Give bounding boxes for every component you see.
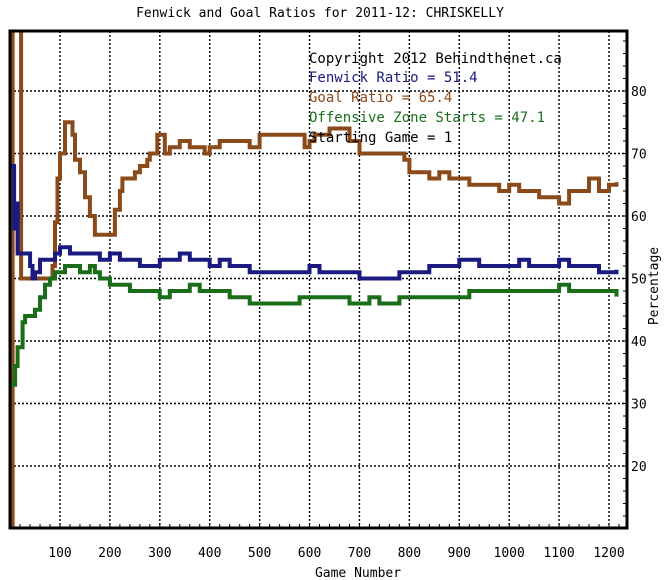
x-tick-label: 1200 (593, 546, 624, 561)
x-axis-ticks: 100 200 300 400 500 600 700 800 900 1000 1100 1200 (48, 546, 624, 561)
annotation-goal-ratio: Goal Ratio = 65.4 (309, 90, 452, 106)
y-tick-label: 60 (631, 210, 647, 225)
y-tick-label: 30 (631, 398, 647, 413)
x-tick-label: 700 (348, 546, 371, 561)
x-tick-label: 400 (198, 546, 221, 561)
series-line-offensive-zone-starts (10, 264, 619, 387)
legend-annotations: Copyright 2012 Behindthenet.ca Fenwick R… (309, 51, 562, 146)
plot-background (10, 31, 627, 528)
x-tick-label: 1000 (494, 546, 525, 561)
x-tick-label: 200 (98, 546, 121, 561)
y-axis-ticks: 20 30 40 50 60 70 80 (631, 85, 647, 475)
y-tick-label: 70 (631, 148, 647, 163)
series-line-fenwick-ratio (10, 164, 619, 281)
series-layer (10, 31, 619, 528)
y-tick-label: 40 (631, 335, 647, 350)
x-tick-label: 100 (48, 546, 71, 561)
x-tick-label: 500 (248, 546, 271, 561)
y-tick-label: 80 (631, 85, 647, 100)
annotation-copyright: Copyright 2012 Behindthenet.ca (309, 51, 562, 67)
x-tick-label: 600 (298, 546, 321, 561)
x-tick-label: 900 (448, 546, 471, 561)
annotation-fenwick-ratio: Fenwick Ratio = 51.4 (309, 70, 478, 86)
chart-title: Fenwick and Goal Ratios for 2011-12: CHR… (136, 6, 504, 21)
x-tick-label: 300 (148, 546, 171, 561)
x-tick-label: 1100 (543, 546, 574, 561)
annotation-starting-game: Starting Game = 1 (309, 130, 452, 146)
y-axis-label: Percentage (647, 247, 662, 325)
annotation-offensive-zone-starts: Offensive Zone Starts = 47.1 (309, 110, 545, 126)
series-line-goal-ratio (10, 31, 619, 528)
y-tick-label: 20 (631, 460, 647, 475)
x-tick-label: 800 (398, 546, 421, 561)
x-axis-label: Game Number (315, 566, 401, 580)
y-tick-label: 50 (631, 273, 647, 288)
plot-frame (8, 29, 629, 530)
